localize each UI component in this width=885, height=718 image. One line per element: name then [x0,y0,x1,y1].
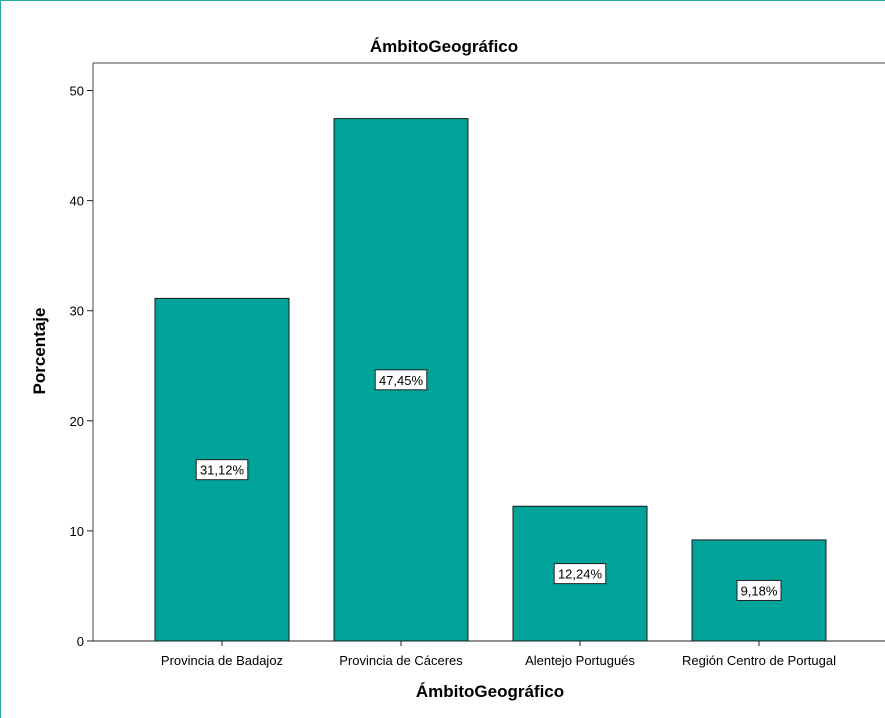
data-label: 12,24% [558,567,603,582]
data-label-box [736,579,782,601]
y-tick-label: 20 [70,414,84,429]
data-label: 47,45% [379,373,424,388]
data-label: 9,18% [741,583,778,598]
y-tick-label: 40 [70,194,84,209]
chart-title: ÁmbitoGeográfico [370,37,518,56]
x-tick-label: Provincia de Badajoz [161,653,283,668]
plot-area: 0 10 20 30 40 50 Provincia de Badajoz 31,12% Pro… [70,62,885,668]
x-axis-title: ÁmbitoGeográfico [416,682,564,701]
data-label-box [374,369,428,391]
y-axis-title: Porcentaje [30,308,49,395]
x-tick-label: Alentejo Portugués [525,653,635,668]
data-label-box [553,563,607,585]
y-tick-label: 0 [77,634,84,649]
y-tick-label: 10 [70,524,84,539]
x-tick-label: Provincia de Cáceres [339,653,463,668]
y-tick-label: 30 [70,304,84,319]
data-label-box [195,459,249,481]
data-label: 31,12% [200,463,245,478]
y-tick-label: 50 [70,84,84,99]
x-tick-label: Región Centro de Portugal [682,653,836,668]
